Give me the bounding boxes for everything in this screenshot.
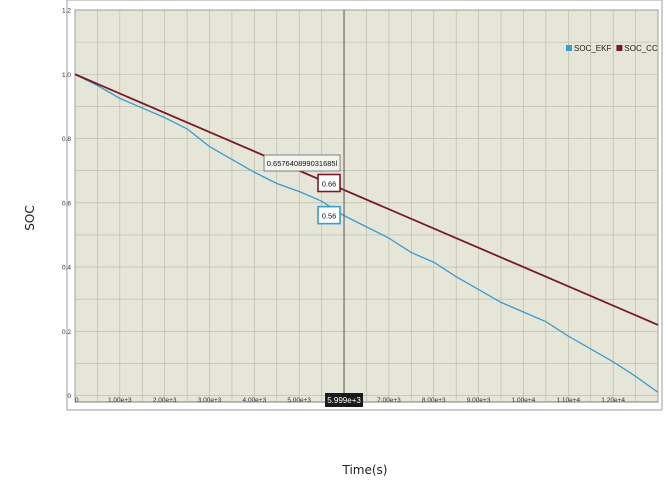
crosshair-value-soc-ekf: 0.56 — [317, 205, 341, 225]
x-tick-label: 8.00e+3 — [422, 397, 446, 404]
series-line-soc-cc — [74, 73, 659, 326]
x-tick-label: 0 — [75, 397, 79, 404]
legend-item-soc-ekf: SOC_EKF — [566, 44, 611, 53]
legend-label: SOC_EKF — [574, 44, 611, 53]
y-tick-label: 1.0 — [62, 72, 71, 79]
y-tick-label: 0.2 — [62, 329, 71, 336]
x-tick-label: 1.00e+3 — [108, 397, 132, 404]
x-tick-labels: 0 1.00e+3 2.00e+3 3.00e+3 4.00e+3 5.00e+3 7.00… — [75, 393, 625, 407]
y-tick-label: 1.2 — [62, 8, 71, 15]
x-tick-label: 1.10e+4 — [556, 397, 580, 404]
crosshair-x-box — [325, 393, 364, 407]
crosshair-value-box — [317, 205, 341, 225]
y-tick-label: 0.8 — [62, 136, 71, 143]
legend-item-soc-cc: SOC_CC — [616, 44, 658, 53]
legend: SOC_EKF SOC_CC — [566, 44, 658, 53]
x-tick-label: 4.00e+3 — [243, 397, 267, 404]
y-tick-labels: 0 0.2 0.4 0.6 0.8 1.0 1.2 — [62, 8, 71, 401]
grid-lines — [74, 9, 659, 402]
y-axis-title: SOC — [23, 205, 37, 230]
crosshair: 0.657640899031685l 0.66 0.56 — [263, 10, 345, 402]
x-tick-label: 5.00e+3 — [287, 397, 311, 404]
x-tick-label: 3.00e+3 — [198, 397, 222, 404]
y-tick-label: 0 — [67, 393, 71, 400]
series-layer — [74, 73, 659, 393]
crosshair-value-soc-cc: 0.66 — [317, 173, 341, 193]
legend-swatch — [566, 45, 572, 51]
x-tick-label: 1.20e+4 — [601, 397, 625, 404]
crosshair-value-box — [317, 173, 341, 193]
crosshair-x-label: 5.999e+3 — [327, 396, 361, 405]
x-tick-label: 7.00e+3 — [377, 397, 401, 404]
y-tick-label: 0.4 — [62, 265, 71, 272]
crosshair-value-text: 0.56 — [322, 212, 337, 221]
crosshair-header-value: 0.657640899031685l — [267, 159, 338, 168]
series-line-soc-ekf — [74, 73, 659, 393]
x-tick-label: 9.00e+3 — [467, 397, 491, 404]
crosshair-value-text: 0.66 — [322, 180, 337, 189]
x-tick-label: 1.00e+4 — [512, 397, 536, 404]
y-tick-label: 0.6 — [62, 200, 71, 207]
x-axis-title: Time(s) — [342, 463, 388, 477]
x-tick-label: 2.00e+3 — [153, 397, 177, 404]
legend-swatch — [616, 45, 623, 51]
crosshair-header-box — [263, 154, 341, 172]
legend-label: SOC_CC — [624, 44, 658, 53]
